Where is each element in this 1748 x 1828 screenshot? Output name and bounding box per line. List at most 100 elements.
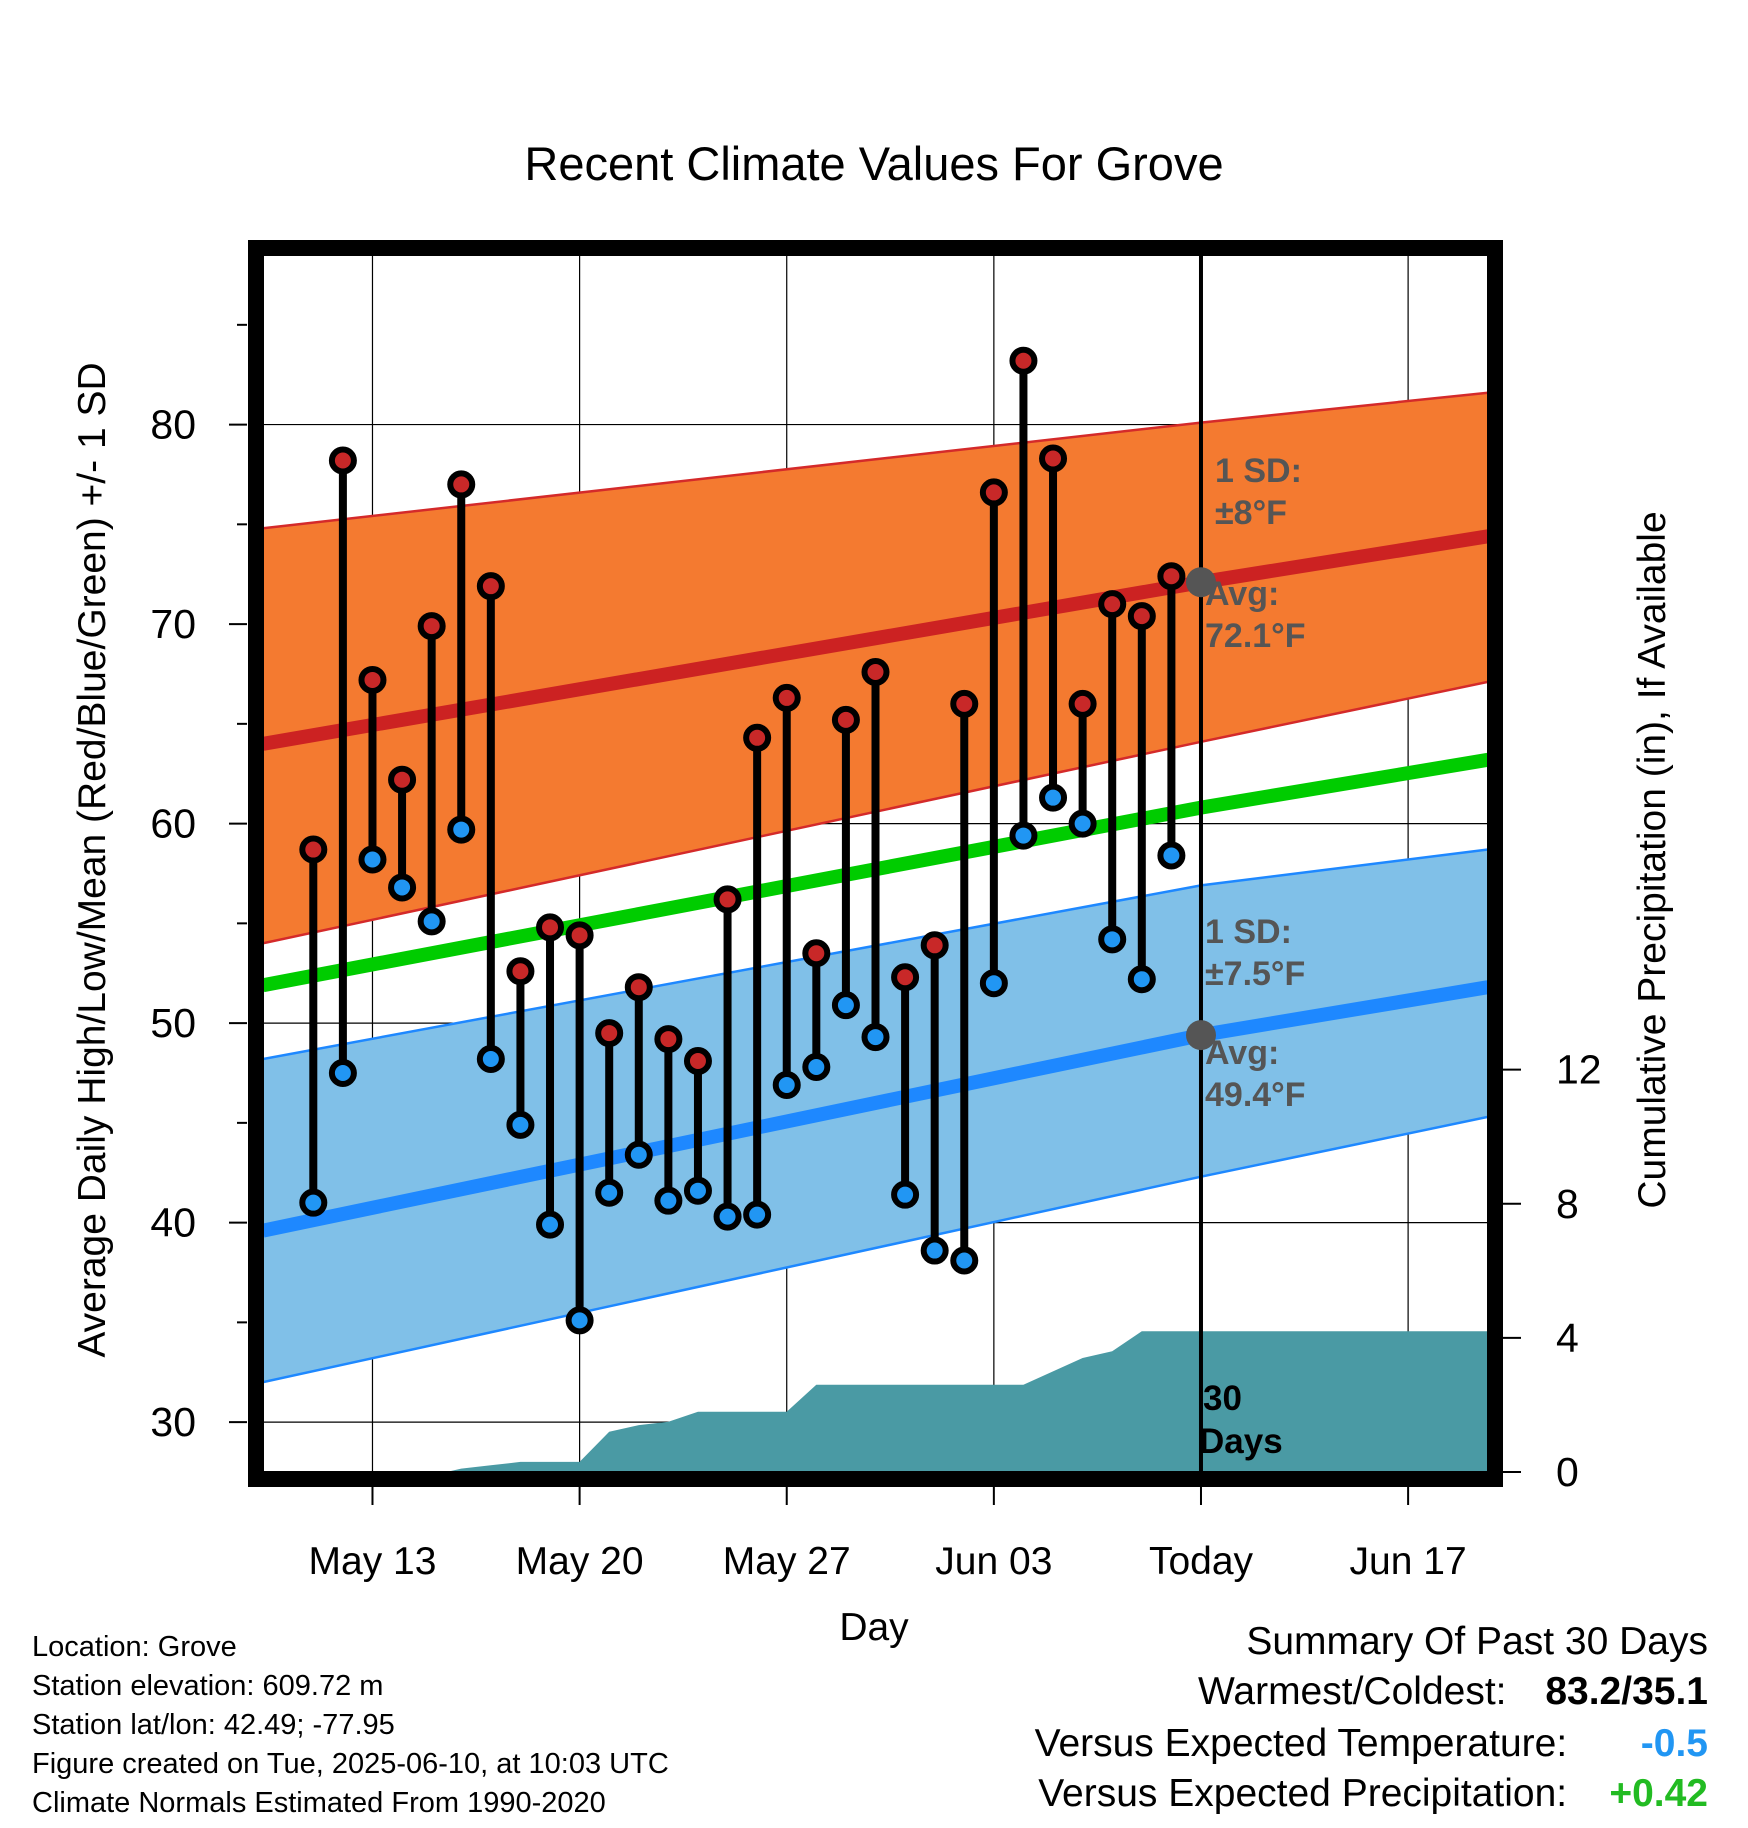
low-sd-band	[263, 849, 1488, 1383]
daily-low-point	[831, 991, 860, 1020]
daily-high-point	[1098, 590, 1127, 619]
daily-low-point	[358, 845, 387, 874]
days-count-word: Days	[1199, 1422, 1283, 1461]
daily-high-point	[891, 963, 920, 992]
daily-low-point	[891, 1180, 920, 1209]
y-tick-label-left: 30	[150, 1399, 196, 1445]
summary-temp-value: -0.5	[1640, 1722, 1708, 1765]
daily-low-point	[388, 873, 417, 902]
meta-created: Figure created on Tue, 2025-06-10, at 10…	[32, 1748, 669, 1780]
high-sd-value: ±8°F	[1215, 494, 1287, 532]
daily-high-point	[713, 885, 742, 914]
daily-low-point	[1009, 821, 1038, 850]
summary-precip-value: +0.42	[1609, 1772, 1708, 1815]
daily-high-point	[506, 957, 535, 986]
daily-low-point	[802, 1052, 831, 1081]
low-avg-title: Avg:	[1205, 1034, 1279, 1072]
x-tick-label: Jun 17	[1350, 1540, 1467, 1583]
y-tick-label-left: 60	[150, 801, 196, 847]
daily-high-point	[595, 1019, 624, 1048]
daily-low-point	[536, 1210, 565, 1239]
daily-low-point	[417, 907, 446, 936]
daily-low-point	[476, 1045, 505, 1074]
summary-warm-cold-value: 83.2/35.1	[1545, 1670, 1708, 1713]
daily-low-point	[861, 1023, 890, 1052]
low-sd-title: 1 SD:	[1205, 913, 1292, 951]
daily-low-point	[654, 1186, 683, 1215]
precip-area	[263, 1331, 1488, 1472]
meta-latlon: Station lat/lon: 42.49; -77.95	[32, 1709, 395, 1741]
y-tick-label-right: 0	[1556, 1449, 1579, 1495]
daily-low-point	[447, 815, 476, 844]
daily-low-point	[506, 1110, 535, 1139]
daily-low-point	[979, 969, 1008, 998]
summary-temp-label: Versus Expected Temperature:	[1034, 1722, 1568, 1765]
daily-high-point	[654, 1025, 683, 1054]
daily-high-point	[772, 683, 801, 712]
x-tick-label: Jun 03	[935, 1540, 1052, 1583]
daily-high-point	[1127, 602, 1156, 631]
daily-low-point	[743, 1200, 772, 1229]
x-tick-label: May 13	[309, 1540, 437, 1583]
daily-high-point	[950, 689, 979, 718]
daily-low-point	[950, 1246, 979, 1275]
summary-precip-row: Versus Expected Precipitation: +0.42	[1038, 1772, 1708, 1816]
daily-high-point	[1068, 689, 1097, 718]
y-tick-label-left: 40	[150, 1200, 196, 1246]
y-tick-label-right: 8	[1556, 1181, 1579, 1227]
high-sd-title: 1 SD:	[1215, 452, 1302, 490]
daily-low-point	[772, 1070, 801, 1099]
daily-low-point	[1157, 841, 1186, 870]
daily-high-point	[1157, 562, 1186, 591]
daily-high-point	[624, 973, 653, 1002]
meta-location: Location: Grove	[32, 1631, 237, 1663]
daily-high-point	[388, 765, 417, 794]
meta-elevation: Station elevation: 609.72 m	[32, 1670, 384, 1702]
plot-frame	[248, 240, 1503, 1487]
daily-high-point	[920, 931, 949, 960]
daily-low-point	[713, 1202, 742, 1231]
low-avg-marker	[1185, 1020, 1216, 1051]
daily-high-point	[565, 921, 594, 950]
y-tick-label-left: 50	[150, 1000, 196, 1046]
chart-title: Recent Climate Values For Grove	[524, 137, 1223, 190]
x-axis-label: Day	[839, 1606, 909, 1649]
daily-high-point	[417, 612, 446, 641]
high-avg-value: 72.1°F	[1205, 617, 1306, 655]
daily-low-point	[1039, 783, 1068, 812]
daily-low-point	[920, 1236, 949, 1265]
days-count-number: 30	[1203, 1379, 1242, 1418]
daily-low-point	[328, 1058, 357, 1087]
y-tick-label-right: 12	[1556, 1047, 1602, 1093]
summary-temp-row: Versus Expected Temperature: -0.5	[1035, 1722, 1708, 1766]
daily-low-point	[1127, 965, 1156, 994]
daily-high-point	[358, 665, 387, 694]
daily-high-point	[802, 939, 831, 968]
daily-high-point	[1009, 346, 1038, 375]
daily-high-point	[476, 572, 505, 601]
x-tick-label: May 27	[723, 1540, 851, 1583]
low-avg-value: 49.4°F	[1205, 1076, 1306, 1114]
daily-high-point	[743, 723, 772, 752]
daily-low-point	[299, 1188, 328, 1217]
x-tick-label: May 20	[516, 1540, 644, 1583]
meta-normals: Climate Normals Estimated From 1990-2020	[32, 1787, 606, 1819]
y-axis-label-right: Cumulative Precipitation (in), If Availa…	[1631, 511, 1674, 1208]
summary-warm-cold-label: Warmest/Coldest:	[1198, 1670, 1507, 1713]
daily-low-point	[595, 1178, 624, 1207]
high-avg-marker	[1185, 567, 1216, 598]
daily-low-point	[1098, 925, 1127, 954]
daily-high-point	[861, 657, 890, 686]
daily-high-point	[683, 1047, 712, 1076]
daily-low-point	[683, 1176, 712, 1205]
y-tick-label-left: 80	[150, 402, 196, 448]
daily-low-point	[565, 1306, 594, 1335]
high-avg-title: Avg:	[1205, 575, 1279, 613]
y-tick-label-right: 4	[1556, 1315, 1579, 1361]
daily-high-point	[536, 913, 565, 942]
summary-title: Summary Of Past 30 Days	[1246, 1620, 1708, 1663]
y-axis-label-left: Average Daily High/Low/Mean (Red/Blue/Gr…	[71, 362, 114, 1357]
summary-warm-cold-row: Warmest/Coldest: 83.2/35.1	[1198, 1670, 1708, 1714]
daily-high-point	[979, 478, 1008, 507]
